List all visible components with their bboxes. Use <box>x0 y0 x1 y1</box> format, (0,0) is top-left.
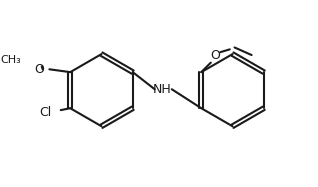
Text: O: O <box>34 63 44 76</box>
Text: NH: NH <box>153 83 172 96</box>
Text: Cl: Cl <box>39 106 51 119</box>
Text: CH₃: CH₃ <box>0 55 21 65</box>
Text: O: O <box>211 49 220 62</box>
